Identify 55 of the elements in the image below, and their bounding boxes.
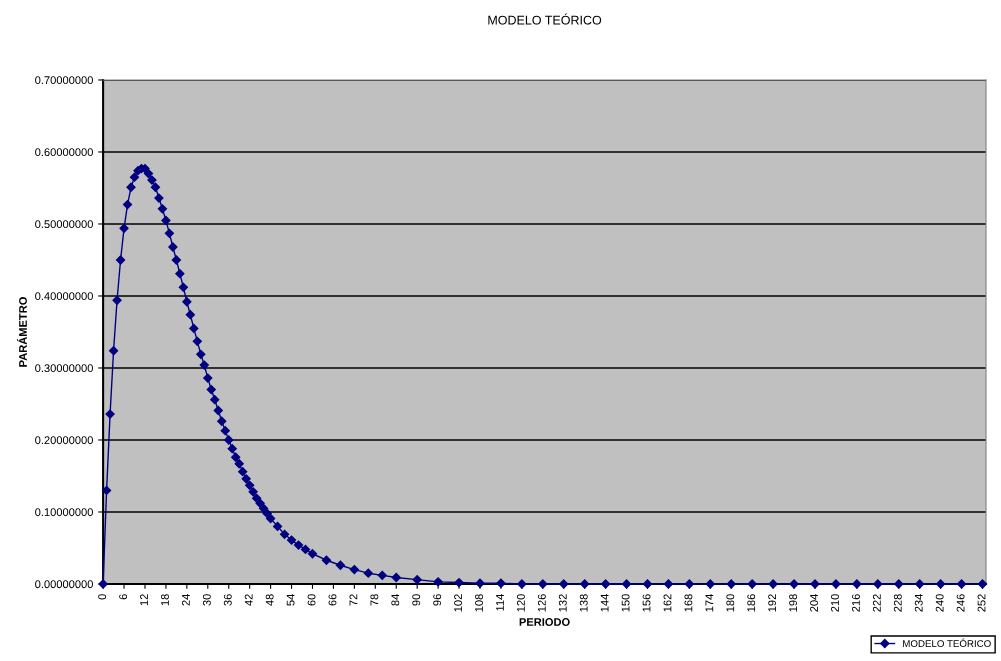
x-tick-label: 174: [705, 594, 714, 612]
y-tick-label: 0.70000000: [35, 76, 93, 85]
x-tick-label: 78: [370, 594, 379, 606]
x-tick-label: 222: [872, 594, 881, 612]
x-tick-label: 234: [914, 594, 923, 612]
x-tick-label: 102: [454, 594, 463, 612]
y-tick-label: 0.40000000: [35, 292, 93, 301]
x-tick-label: 114: [496, 594, 504, 611]
x-tick-label: 96: [433, 594, 442, 606]
x-tick-label: 168: [684, 594, 693, 612]
x-tick-label: 186: [747, 594, 756, 612]
y-tick-label: 0.60000000: [35, 148, 93, 157]
y-axis-title: PARÁMETRO: [16, 297, 27, 367]
x-tick-label: 192: [768, 594, 777, 612]
x-tick-label: 42: [244, 594, 253, 606]
legend-label: MODELO TEÓRICO: [903, 638, 991, 648]
x-tick-label: 108: [475, 594, 483, 612]
x-tick-label: 198: [789, 594, 798, 612]
x-tick-label: 228: [893, 594, 902, 612]
x-tick-label: 144: [600, 594, 609, 612]
x-tick-label: 90: [412, 594, 421, 606]
x-tick-label: 132: [558, 594, 567, 612]
x-tick-label: 48: [265, 594, 274, 606]
x-tick-label: 246: [956, 594, 965, 612]
chart-title: MODELO TEÓRICO: [488, 13, 602, 25]
x-axis-title: PERIODO: [519, 618, 570, 626]
x-tick-label: 24: [181, 594, 190, 606]
x-tick-label: 12: [140, 594, 148, 606]
y-tick-label: 0.50000000: [35, 220, 93, 229]
x-tick-label: 120: [516, 594, 525, 612]
y-tick-label: 0.10000000: [35, 508, 93, 517]
x-tick-label: 210: [831, 594, 839, 612]
x-tick-label: 30: [202, 594, 211, 606]
x-tick-label: 60: [307, 594, 316, 606]
x-tick-label: 36: [223, 594, 232, 606]
y-tick-label: 0.00000000: [35, 580, 93, 589]
y-tick-label: 0.20000000: [35, 436, 93, 445]
x-tick-label: 18: [161, 594, 169, 606]
x-tick-label: 240: [935, 594, 944, 612]
x-tick-label: 84: [391, 594, 400, 606]
y-tick-label: 0.30000000: [35, 364, 93, 373]
x-tick-label: 0: [98, 594, 107, 600]
x-tick-label: 162: [663, 594, 672, 612]
x-tick-label: 216: [851, 594, 860, 612]
x-tick-label: 66: [328, 594, 337, 606]
x-tick-label: 150: [621, 594, 630, 612]
x-tick-label: 72: [349, 594, 358, 606]
x-tick-label: 156: [642, 594, 651, 612]
x-tick-label: 54: [286, 594, 295, 606]
x-tick-label: 204: [810, 594, 818, 612]
x-tick-label: 180: [726, 594, 735, 612]
x-tick-label: 6: [119, 594, 128, 600]
x-tick-label: 252: [977, 594, 986, 612]
x-tick-label: 126: [537, 594, 546, 612]
x-tick-label: 138: [579, 594, 588, 612]
